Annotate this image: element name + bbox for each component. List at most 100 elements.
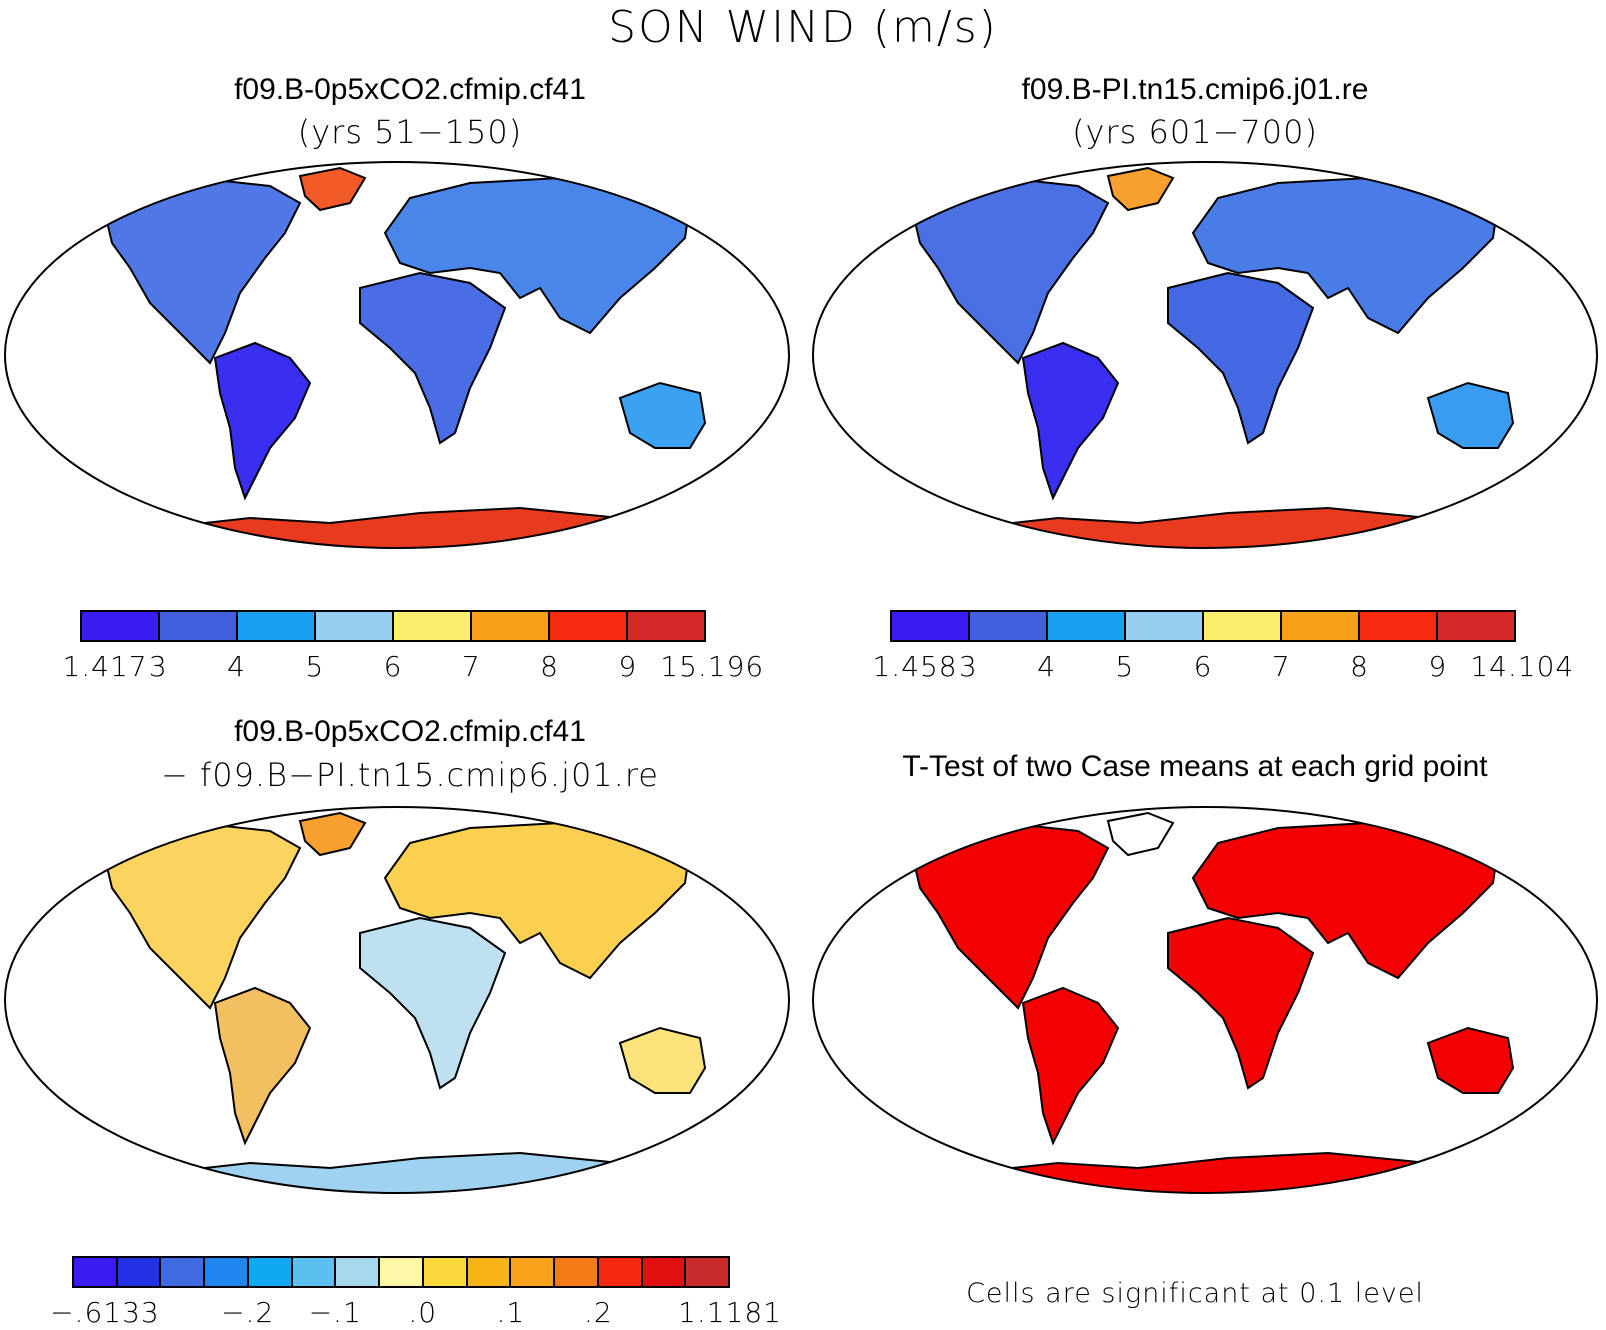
colorbar-swatch [316,612,394,640]
landmass-antarctica [965,506,1471,548]
colorbar-swatch [628,612,704,640]
map-frame [811,161,1599,549]
landmass-greenland [298,811,367,857]
colorbar-swatch [160,612,238,640]
map-frame [3,806,791,1194]
colorbar-swatch [394,612,472,640]
colorbar-label: .0 [408,1296,438,1329]
map-frame [3,161,791,549]
landmass-samerica [1021,341,1120,501]
panel1-subtitle: (yrs 51−150) [297,113,523,151]
colorbar-swatch [423,1258,468,1286]
colorbar-label: 1.417 [62,650,148,683]
colorbar-label: 4 [227,650,246,683]
panel2-subtitle: (yrs 601−700) [1072,113,1318,151]
colorbar-swatch [642,1258,687,1286]
colorbar-swatch [82,612,160,640]
colorbar-swatch [292,1258,337,1286]
landmass-greenland [1106,166,1175,212]
colorbar-label: 5 [1115,650,1135,683]
colorbar-swatch [550,612,628,640]
panel2-title: f09.B-PI.tn15.cmip6.j01.re [1021,73,1369,106]
landmass-australia [1426,381,1515,449]
colorbar-swatch [511,1258,556,1286]
colorbar-swatch [205,1258,249,1286]
panel2-colorbar-labels: 1.458 3 4 5 6 7 8 9 14.104 [872,650,1573,684]
landmass-australia [618,381,707,449]
panel1-map-drawing [3,161,791,549]
colorbar-label: 1.458 [872,650,958,683]
colorbar-label: 8 [540,650,559,683]
landmass-namerica [103,178,302,365]
colorbar-swatch [248,1258,293,1286]
colorbar-label: 1.1181 [678,1296,782,1329]
colorbar-swatch [74,1258,118,1286]
colorbar-label: 14.104 [1470,650,1575,683]
panel1-colorbar-labels: 1.417 3 4 5 6 7 8 9 15.196 [62,650,763,684]
colorbar-swatch [161,1258,206,1286]
colorbar-label: 3 [148,650,168,683]
landmass-africa [359,271,507,445]
panel2-colorbar [890,610,1516,642]
panel3-map [0,803,795,1197]
panel3-colorbar-labels: −.6133 −.2 −.1 .0 .1 .2 1.1181 [50,1296,781,1330]
landmass-namerica [103,823,302,1010]
landmass-eurasia [383,821,692,980]
colorbar-swatch [1282,612,1360,640]
colorbar-swatch [380,1258,424,1286]
colorbar-label: 8 [1350,650,1369,683]
panel2-map-drawing [811,161,1599,549]
landmass-africa [359,916,507,1090]
colorbar-swatch [1360,612,1438,640]
landmass-africa [1167,271,1315,445]
colorbar-swatch [892,612,970,640]
panel3-subtitle: − f09.B−PI.tn15.cmip6.j01.re [161,756,659,794]
colorbar-label: .1 [496,1296,526,1329]
panel1-colorbar [80,610,706,642]
landmass-australia [1426,1026,1515,1094]
colorbar-swatch [970,612,1048,640]
colorbar-swatch [1048,612,1126,640]
colorbar-swatch [1204,612,1282,640]
landmass-antarctica [157,506,663,548]
colorbar-swatch [1126,612,1204,640]
landmass-eurasia [383,176,692,335]
colorbar-swatch [467,1258,512,1286]
colorbar-label: 6 [383,650,403,683]
colorbar-swatch [555,1258,599,1286]
landmass-greenland [298,166,367,212]
map-frame [811,806,1599,1194]
landmass-eurasia [1191,821,1500,980]
panel4-map [808,803,1603,1197]
colorbar-label: 4 [1037,650,1056,683]
panel2-map [808,158,1603,552]
colorbar-swatch [336,1258,381,1286]
panel4-map-drawing [811,806,1599,1194]
colorbar-label: .2 [584,1296,613,1329]
landmass-eurasia [1191,176,1500,335]
colorbar-label: 3 [958,650,978,683]
panel3-colorbar [72,1256,730,1288]
colorbar-swatch [472,612,550,640]
panel3-map-drawing [3,806,791,1194]
colorbar-swatch [238,612,316,640]
colorbar-label: 7 [1271,650,1291,683]
landmass-australia [618,1026,707,1094]
colorbar-swatch [686,1258,729,1286]
colorbar-label: 5 [305,650,325,683]
colorbar-label: 9 [618,650,638,683]
colorbar-label: −.6133 [50,1296,160,1329]
landmass-samerica [1021,986,1120,1146]
colorbar-label: −.2 [221,1296,275,1329]
colorbar-label: −.1 [308,1296,362,1329]
significance-note: Cells are significant at 0.1 level [966,1278,1424,1309]
landmass-antarctica [157,1151,663,1193]
panel4-title: T-Test of two Case means at each grid po… [902,750,1488,783]
landmass-samerica [213,341,312,501]
panel3-title: f09.B-0p5xCO2.cfmip.cf41 [234,715,586,748]
colorbar-label: 6 [1193,650,1213,683]
colorbar-swatch [598,1258,643,1286]
landmass-samerica [213,986,312,1146]
colorbar-label: 15.196 [660,650,765,683]
figure-title: SON WIND (m/s) [608,2,998,53]
